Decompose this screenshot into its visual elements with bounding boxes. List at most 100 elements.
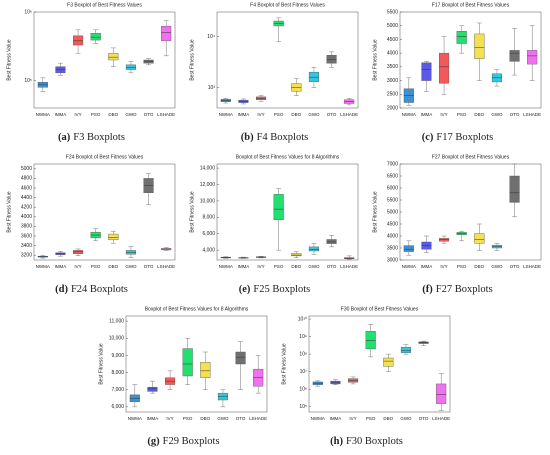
x-tick-label: IMMA — [330, 416, 342, 421]
y-tick-label: 3200 — [21, 253, 32, 259]
y-tick-label: 6500 — [387, 173, 398, 179]
y-axis-label: Best Fitness Value — [6, 191, 12, 233]
x-tick-label: DBO — [108, 112, 118, 117]
box — [439, 52, 450, 84]
y-tick-label: 12,000 — [200, 182, 216, 188]
x-tick-label: IVY — [349, 416, 356, 421]
x-tick-label: IVY — [166, 416, 173, 421]
x-tick-label: DBO — [291, 112, 301, 117]
box — [383, 357, 394, 367]
box — [125, 64, 136, 70]
box — [527, 50, 538, 65]
box — [400, 346, 411, 353]
subplot: F27 Boxplot of Best Fitness Values Best F… — [372, 154, 542, 295]
y-axis-label: Best Fitness Value — [189, 191, 195, 233]
caption: (h) F30 Boxplots — [330, 436, 403, 447]
plot-frame — [399, 163, 542, 261]
y-tick-label: 7000 — [387, 161, 398, 167]
y-tick-label: 10⁴ — [207, 34, 215, 40]
x-tick-label: OTO — [144, 264, 154, 269]
y-tick-label: 10⁸ — [299, 351, 307, 357]
plot-frame — [216, 163, 359, 261]
caption-label: (e) — [239, 284, 251, 295]
x-tick-label: LSHADE — [523, 264, 541, 269]
caption-label: (d) — [55, 284, 68, 295]
x-tick-label: GWO — [308, 112, 320, 117]
x-tick-label: IVY — [440, 264, 447, 269]
x-tick-label: OTO — [419, 416, 429, 421]
caption-label: (h) — [330, 436, 343, 447]
x-tick-label: GWO — [125, 112, 137, 117]
x-tick-label: DBO — [383, 416, 393, 421]
y-tick-label: 10⁵ — [24, 78, 32, 84]
x-tick-label: PSO — [457, 264, 467, 269]
y-tick-label: 10⁵ — [299, 404, 307, 410]
x-tick-label: NWMA — [311, 416, 325, 421]
y-axis-label: Best Fitness Value — [98, 343, 104, 385]
subplot: F3 Boxplot of Best Fitness Values Best Fi… — [6, 2, 176, 143]
y-tick-label: 10⁶ — [299, 387, 307, 393]
caption-label: (a) — [58, 132, 71, 143]
y-tick-label: 4500 — [387, 221, 398, 227]
box — [421, 62, 432, 81]
box — [235, 351, 246, 365]
x-tick-label: PSO — [274, 112, 284, 117]
y-tick-label: 6,000 — [202, 231, 215, 237]
y-tick-label: 10¹⁰ — [298, 316, 307, 322]
box — [509, 175, 520, 203]
y-tick-label: 2500 — [387, 92, 398, 98]
box — [73, 35, 84, 46]
box — [330, 380, 341, 385]
x-tick-label: NWMA — [219, 264, 233, 269]
x-tick-label: NWMA — [402, 112, 416, 117]
box — [291, 253, 302, 257]
caption-text: F27 Boxplots — [436, 284, 493, 295]
x-tick-label: IMMA — [238, 264, 250, 269]
x-tick-label: DBO — [474, 264, 484, 269]
x-tick-label: NWMA — [36, 264, 50, 269]
y-tick-label: 4200 — [21, 205, 32, 211]
caption-text: F30 Boxplots — [346, 436, 403, 447]
caption: (a) F3 Boxplots — [58, 132, 125, 143]
subplot: F30 Boxplot of Best Fitness Values Best F… — [281, 306, 451, 447]
x-tick-label: DBO — [474, 112, 484, 117]
chart-title: F24 Boxplot of Best Fitness Values — [66, 154, 144, 160]
x-tick-label: IMMA — [421, 112, 433, 117]
box — [326, 239, 337, 244]
caption-label: (b) — [241, 132, 254, 143]
x-tick-label: IMMA — [55, 112, 67, 117]
box — [326, 54, 337, 64]
box — [182, 348, 193, 377]
caption-label: (g) — [147, 436, 160, 447]
chart-title: F17 Boxplot of Best Fitness Values — [432, 2, 510, 8]
y-tick-label: 4400 — [21, 195, 32, 201]
box — [403, 245, 414, 252]
chart-title: Boxplot of Best Fitness Values for 8 Alg… — [236, 154, 340, 160]
y-tick-label: 6000 — [387, 185, 398, 191]
x-tick-label: OTO — [144, 112, 154, 117]
caption: (c) F17 Boxplots — [422, 132, 494, 143]
y-tick-label: 7,000 — [111, 387, 124, 393]
x-tick-label: NWMA — [36, 112, 50, 117]
subplot: Boxplot of Best Fitness Values for 8 Alg… — [98, 306, 268, 447]
caption-text: F17 Boxplots — [436, 132, 493, 143]
chart-title: F27 Boxplot of Best Fitness Values — [432, 154, 510, 160]
x-tick-label: OTO — [236, 416, 246, 421]
plot-frame — [33, 163, 176, 261]
x-tick-label: IMMA — [147, 416, 159, 421]
y-tick-label: 3000 — [387, 78, 398, 84]
y-tick-label: 3500 — [387, 64, 398, 70]
x-tick-label: OTO — [327, 112, 337, 117]
y-axis-label: Best Fitness Value — [189, 39, 195, 81]
subplot: F24 Boxplot of Best Fitness Values Best F… — [6, 154, 176, 295]
x-tick-label: OTO — [510, 264, 520, 269]
chart-title: Boxplot of Best Fitness Values for 8 Alg… — [145, 306, 249, 312]
caption-text: F3 Boxplots — [73, 132, 125, 143]
y-tick-label: 2000 — [387, 105, 398, 111]
y-tick-label: 6,000 — [111, 404, 124, 410]
subplot: F4 Boxplot of Best Fitness Values Best Fi… — [189, 2, 359, 143]
y-tick-label: 3500 — [387, 245, 398, 251]
y-tick-label: 10⁷ — [300, 369, 308, 375]
y-tick-label: 4000 — [21, 214, 32, 220]
y-tick-label: 5000 — [21, 166, 32, 172]
